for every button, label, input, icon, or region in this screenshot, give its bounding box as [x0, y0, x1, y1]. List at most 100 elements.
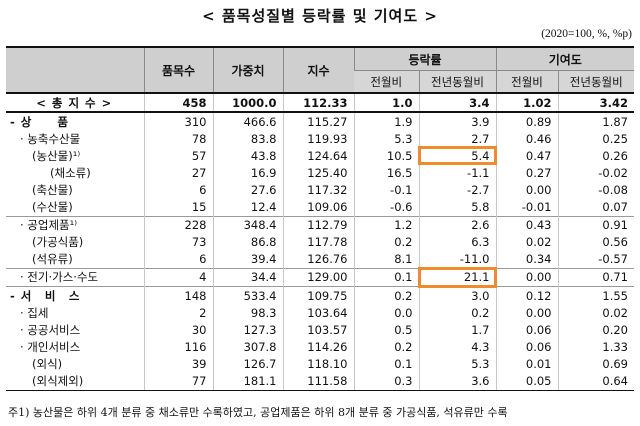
cell-count: 39 — [143, 355, 213, 373]
cell-contrib-mom: -0.01 — [495, 198, 558, 217]
cell-contrib-mom: 0.43 — [495, 215, 558, 234]
cell-contrib-yoy: -0.08 — [557, 181, 634, 199]
table-body: < 총 지 수 > 458 1000.0 112.33 1.0 3.4 1.02… — [6, 91, 634, 391]
cell-contrib-yoy: 3.42 — [557, 91, 634, 114]
cell-count: 6 — [143, 250, 213, 269]
cell-index: 109.06 — [282, 198, 354, 217]
cell-weight: 348.4 — [212, 215, 283, 234]
row-label: (가공식품) — [32, 235, 84, 250]
cell-index: 126.76 — [282, 250, 354, 269]
cell-index: 117.32 — [282, 181, 354, 199]
cell-index: 124.64 — [282, 147, 354, 165]
header-index: 지수 — [282, 46, 354, 93]
table-title: < 품목성질별 등락률 및 기여도 > — [202, 7, 438, 25]
row-label: · 전기·가스·수도 — [6, 267, 144, 287]
table-row: (축산물) 6 27.6 117.32 -0.1 -2.7 0.00 -0.08 — [6, 181, 634, 199]
cell-index: 112.79 — [282, 215, 354, 234]
cell-weight: 98.3 — [212, 304, 283, 322]
cell-count: 57 — [143, 147, 213, 165]
cell-index: 119.93 — [282, 130, 354, 148]
table-row-total: < 총 지 수 > 458 1000.0 112.33 1.0 3.4 1.02… — [6, 91, 634, 114]
cell-contrib-yoy: 0.02 — [557, 304, 634, 322]
cell-contrib-yoy: 1.87 — [557, 112, 634, 131]
cell-yoy: 4.3 — [418, 338, 496, 356]
cell-yoy: 6.3 — [418, 233, 496, 251]
cell-index: 111.58 — [282, 372, 354, 391]
cell-yoy: 5.8 — [418, 198, 496, 217]
cell-mom: 5.3 — [353, 130, 419, 148]
cell-contrib-mom: 0.46 — [495, 130, 558, 148]
footnote: 주1) 농산물은 하위 4개 분류 중 채소류만 수록하였고, 공업제품은 하위… — [8, 406, 508, 419]
cell-weight: 34.4 — [212, 267, 283, 287]
cell-count: 116 — [143, 338, 213, 356]
cell-index: 114.26 — [282, 338, 354, 356]
cell-contrib-mom: 0.89 — [495, 112, 558, 131]
cell-yoy: -11.0 — [418, 250, 496, 269]
cell-contrib-mom: 0.00 — [495, 267, 558, 287]
cell-yoy: 1.7 — [418, 321, 496, 339]
cell-weight: 126.7 — [212, 355, 283, 373]
row-label: · 개인서비스 — [20, 339, 81, 354]
table-row: · 전기·가스·수도 4 34.4 129.00 0.1 21.1 0.00 0… — [6, 267, 634, 288]
cell-yoy: 3.4 — [418, 91, 496, 114]
row-label: - 상 품 — [10, 114, 69, 129]
cell-mom: 10.5 — [353, 147, 419, 165]
cell-count: 310 — [143, 112, 213, 131]
cell-mom: 16.5 — [353, 164, 419, 182]
cell-count: 458 — [143, 91, 213, 114]
row-label: (외식제외) — [6, 372, 144, 391]
cell-mom: 1.2 — [353, 215, 419, 234]
table-row: (외식) 39 126.7 118.10 0.1 5.3 0.01 0.69 — [6, 355, 634, 373]
cell-weight: 43.8 — [212, 147, 283, 165]
cell-contrib-yoy: 0.69 — [557, 355, 634, 373]
cell-weight: 307.8 — [212, 338, 283, 356]
row-label: < 총 지 수 > — [6, 91, 144, 114]
row-label: - 서 비 스 — [6, 286, 144, 305]
cell-index: 118.10 — [282, 355, 354, 373]
cell-contrib-yoy: 0.26 — [557, 147, 634, 165]
cell-weight: 181.1 — [212, 372, 283, 391]
cell-yoy: -2.7 — [418, 181, 496, 199]
cell-count: 77 — [143, 372, 213, 391]
table-row: · 공공서비스 30 127.3 103.57 0.5 1.7 0.06 0.2… — [6, 321, 634, 339]
header-weight: 가중치 — [212, 46, 283, 93]
cell-contrib-yoy: 0.56 — [557, 233, 634, 251]
row-label: (채소류) — [50, 165, 91, 180]
cell-weight: 466.6 — [212, 112, 283, 131]
cell-contrib-yoy: 0.64 — [557, 372, 634, 391]
cell-mom: 0.3 — [353, 372, 419, 391]
cell-weight: 127.3 — [212, 321, 283, 339]
cell-yoy: 0.2 — [418, 304, 496, 322]
row-label: (외식) — [32, 356, 63, 371]
header-change-yoy: 전년동월비 — [418, 70, 496, 93]
cell-index: 125.40 — [282, 164, 354, 182]
cell-contrib-mom: 1.02 — [495, 91, 558, 114]
cell-contrib-mom: 0.01 — [495, 355, 558, 373]
cell-weight: 16.9 — [212, 164, 283, 182]
header-change-mom: 전월비 — [354, 70, 419, 93]
table-row: · 집세 2 98.3 103.64 0.0 0.2 0.00 0.02 — [6, 304, 634, 322]
header-change-group: 등락률 — [353, 46, 496, 71]
cell-count: 228 — [143, 215, 213, 234]
cell-weight: 39.4 — [212, 250, 283, 269]
table-row: · 개인서비스 116 307.8 114.26 0.2 4.3 0.06 1.… — [6, 338, 634, 356]
table-row: (외식제외) 77 181.1 111.58 0.3 3.6 0.05 0.64 — [6, 372, 634, 391]
cell-index: 103.64 — [282, 304, 354, 322]
cell-contrib-mom: 0.00 — [495, 304, 558, 322]
cell-count: 6 — [143, 181, 213, 199]
cell-weight: 27.6 — [212, 181, 283, 199]
header-contribution-group: 기여도 — [495, 46, 634, 71]
cell-count: 2 — [143, 304, 213, 322]
cell-mom: 0.1 — [353, 267, 419, 287]
cell-mom: 0.2 — [353, 233, 419, 251]
cell-contrib-yoy: 1.55 — [557, 286, 634, 305]
cell-count: 4 — [143, 267, 213, 287]
cell-mom: -0.1 — [353, 181, 419, 199]
row-label: (농산물)¹⁾ — [32, 148, 81, 163]
cell-weight: 83.8 — [212, 130, 283, 148]
row-label: · 농축수산물 — [20, 131, 81, 146]
cell-contrib-mom: 0.02 — [495, 233, 558, 251]
cell-mom: 0.1 — [353, 355, 419, 373]
table-row: - 서 비 스 148 533.4 109.75 0.2 3.0 0.12 1.… — [6, 286, 634, 305]
cell-yoy-highlighted: 5.4 — [418, 146, 497, 166]
